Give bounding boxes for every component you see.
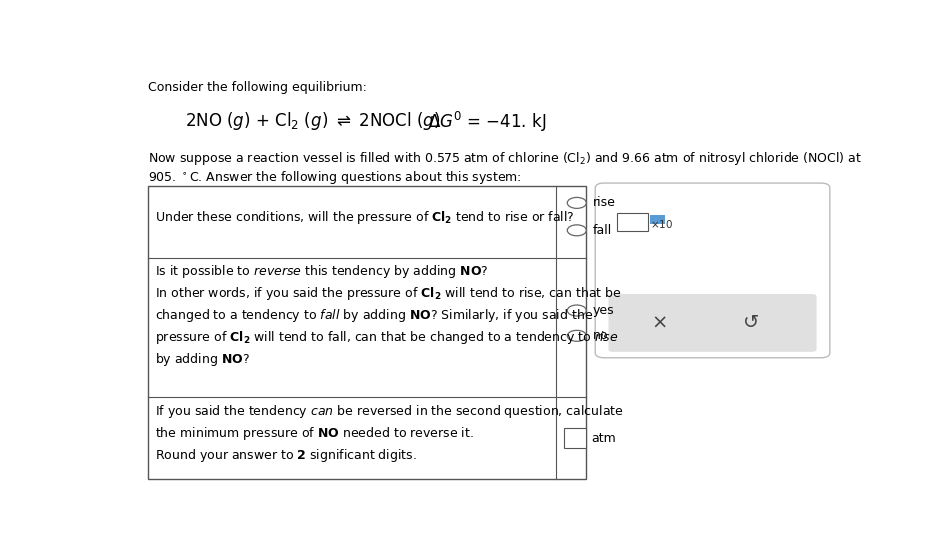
Text: by adding $\mathbf{NO}$?: by adding $\mathbf{NO}$? bbox=[156, 351, 251, 368]
Text: $\times$10: $\times$10 bbox=[650, 218, 673, 230]
Text: 2NO $(g)$ + Cl$_2$ $(g)$ $\rightleftharpoons$ 2NOCl $(g)$: 2NO $(g)$ + Cl$_2$ $(g)$ $\rightleftharp… bbox=[185, 110, 440, 132]
Text: Consider the following equilibrium:: Consider the following equilibrium: bbox=[148, 81, 367, 94]
Text: Round your answer to $\mathbf{2}$ significant digits.: Round your answer to $\mathbf{2}$ signif… bbox=[156, 447, 418, 464]
Text: Under these conditions, will the pressure of $\mathbf{Cl_2}$ tend to rise or fal: Under these conditions, will the pressur… bbox=[156, 209, 575, 226]
Text: no: no bbox=[593, 329, 608, 342]
Text: Now suppose a reaction vessel is filled with 0.575 atm of chlorine $\left(\mathr: Now suppose a reaction vessel is filled … bbox=[148, 150, 862, 167]
FancyBboxPatch shape bbox=[608, 294, 816, 352]
FancyBboxPatch shape bbox=[565, 428, 586, 448]
Text: yes: yes bbox=[593, 304, 615, 317]
Text: ×: × bbox=[651, 313, 667, 333]
Text: changed to a tendency to $\it{fall}$ by adding $\mathbf{NO}$? Similarly, if you : changed to a tendency to $\it{fall}$ by … bbox=[156, 307, 593, 324]
FancyBboxPatch shape bbox=[595, 183, 829, 358]
Text: $\Delta G^0$ = $-$41. kJ: $\Delta G^0$ = $-$41. kJ bbox=[427, 110, 546, 134]
Text: In other words, if you said the pressure of $\mathbf{Cl_2}$ will tend to rise, c: In other words, if you said the pressure… bbox=[156, 285, 623, 302]
Text: If you said the tendency $\it{can}$ be reversed in the second question, calculat: If you said the tendency $\it{can}$ be r… bbox=[156, 403, 624, 420]
Text: the minimum pressure of $\mathbf{NO}$ needed to reverse it.: the minimum pressure of $\mathbf{NO}$ ne… bbox=[156, 425, 474, 442]
Text: Is it possible to $\it{reverse}$ this tendency by adding $\mathbf{NO}$?: Is it possible to $\it{reverse}$ this te… bbox=[156, 263, 489, 280]
Bar bbox=[650, 215, 665, 224]
Text: rise: rise bbox=[593, 196, 616, 209]
Text: atm: atm bbox=[591, 432, 616, 444]
Bar bbox=[617, 214, 648, 231]
Text: fall: fall bbox=[593, 224, 612, 237]
Text: ↺: ↺ bbox=[743, 313, 759, 333]
Text: pressure of $\mathbf{Cl_2}$ will tend to fall, can that be changed to a tendency: pressure of $\mathbf{Cl_2}$ will tend to… bbox=[156, 329, 619, 346]
Text: 905. $^\circ$C. Answer the following questions about this system:: 905. $^\circ$C. Answer the following que… bbox=[148, 169, 522, 186]
